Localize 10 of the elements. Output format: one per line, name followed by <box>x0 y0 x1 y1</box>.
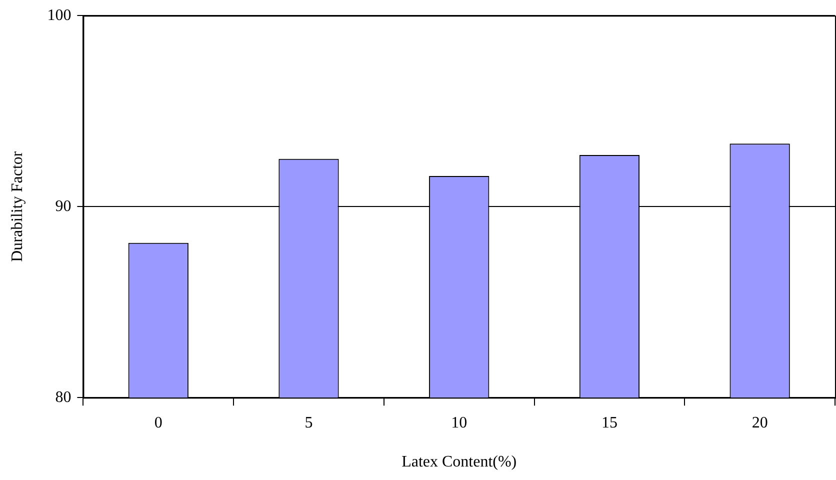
x-tick-label: 15 <box>601 414 618 432</box>
x-axis-title: Latex Content(%) <box>402 454 517 471</box>
x-tick-label: 5 <box>304 414 313 432</box>
y-tick-label: 100 <box>47 6 72 24</box>
x-tick-label: 20 <box>752 414 768 432</box>
y-tick-label: 80 <box>55 388 72 406</box>
y-axis-title: Durability Factor <box>8 150 26 262</box>
x-tick-label: 10 <box>451 414 468 432</box>
y-tick-label: 90 <box>55 198 72 215</box>
x-tick-label: 0 <box>154 414 162 432</box>
